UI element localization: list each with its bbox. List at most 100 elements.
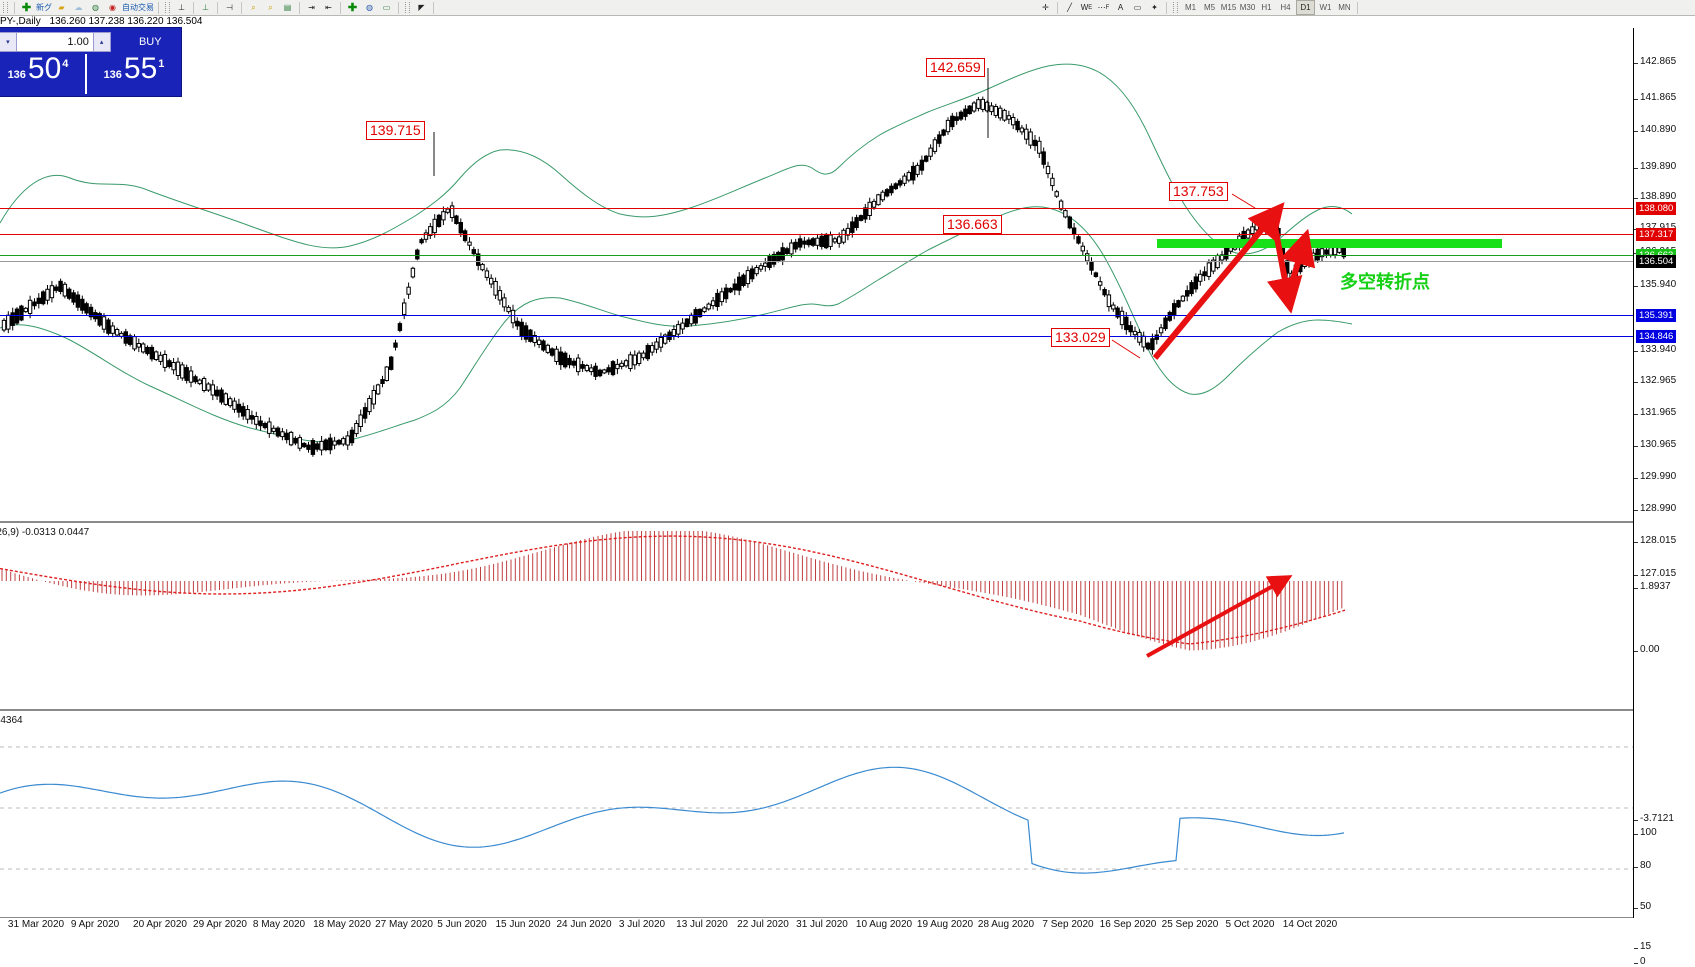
chinese-note-turning-point: 多空转折点 [1340,272,1430,293]
zoom-in-icon[interactable]: ⌕ [251,2,256,12]
new-chart-icon[interactable]: 新グ [36,3,52,12]
chart-grid-icon[interactable]: ▤ [283,3,292,12]
data-window-icon[interactable]: ◍ [92,3,99,12]
bid-price-point: 4 [62,58,69,70]
arrows-icon[interactable]: ✦ [1151,3,1158,12]
level-line-136-504 [0,261,1633,262]
price-tick: 133.940 [1634,344,1676,355]
toolbar-separator [1057,1,1058,14]
toolbar-separator [193,1,194,14]
main-toolbar[interactable]: ✚ 新グ ▰ ☁ ◍ ◉ 自动交易 ⊥ ⊥ ⊣ ⌕ ⌕ ▤ ⇥ ⇤ ✚ ◍ ▭ … [0,0,1695,16]
price-tick: 135.940 [1634,279,1676,290]
price-level-badge[interactable]: 134.846 [1636,330,1677,343]
timeframe-m30[interactable]: M30 [1239,3,1256,12]
date-tick: 10 Aug 2020 [855,919,913,930]
rsi-pane[interactable]: 9.4364 [0,713,1633,918]
toolbar-separator [14,1,15,14]
price-tick: 128.990 [1634,503,1676,514]
bid-price[interactable]: 136 50 4 [0,54,85,94]
chart-shift-icon[interactable]: ⇤ [325,3,332,12]
date-tick: 8 May 2020 [252,919,306,930]
date-tick: 5 Jun 2020 [437,919,487,930]
periods-icon[interactable]: ◍ [366,3,373,12]
timeframe-m1[interactable]: M1 [1184,3,1197,12]
date-tick: 16 Sep 2020 [1099,919,1157,930]
price-scale[interactable]: 142.865141.865140.890139.890138.890137.9… [1633,28,1695,967]
timeframe-h1[interactable]: H1 [1261,3,1272,12]
price-tag-137-753: 137.753 [1169,182,1228,201]
zoom-out-icon[interactable]: ⌕ [268,2,273,12]
date-tick: 14 Oct 2020 [1282,919,1338,930]
candle-chart-icon[interactable]: ⊥ [202,3,209,12]
price-level-badge[interactable]: 137.317 [1636,228,1677,241]
level-line-135-391 [0,315,1633,316]
date-tick: 20 Apr 2020 [133,919,187,930]
new-order-icon[interactable]: ✚ [21,2,32,14]
date-tick: 25 Sep 2020 [1161,919,1219,930]
toolbar-separator [398,1,399,14]
one-click-trade-panel[interactable]: ▾ 1.00 ▴ BUY 136 50 4 136 55 1 [0,27,182,97]
timeframe-mn[interactable]: MN [1338,3,1351,12]
chart-symbol-line: PY-,Daily 136.260 137.238 136.220 136.50… [0,16,202,28]
toolbar-separator [217,1,218,14]
volume-decrement-button[interactable]: ▾ [0,32,17,52]
timeframe-w1[interactable]: W1 [1319,3,1332,12]
auto-scroll-icon[interactable]: ⇥ [308,3,315,12]
timeframe-h4[interactable]: H4 [1280,3,1291,12]
templates-icon[interactable]: ▭ [382,3,391,12]
candlestick-series [1,96,1346,457]
price-pane[interactable]: 142.659 139.715 137.753 136.663 133.029 … [0,28,1633,523]
indicators-icon[interactable]: ✚ [347,2,358,14]
toolbar-separator [340,1,341,14]
navigator-icon[interactable]: ◉ [109,3,116,12]
chart-canvas[interactable]: 142.659 139.715 137.753 136.663 133.029 … [0,28,1633,918]
price-tick: 80 [1634,860,1651,871]
price-level-badge[interactable]: 138.080 [1636,202,1677,215]
market-watch-icon[interactable]: ☁ [74,3,83,12]
text-icon[interactable]: A [1117,3,1124,12]
price-tag-136-663: 136.663 [943,215,1002,234]
price-tick: 132.965 [1634,375,1676,386]
toolbar-grip[interactable] [165,2,170,13]
buy-button[interactable]: BUY [138,36,162,48]
timeframe-m5[interactable]: M5 [1203,3,1216,12]
price-level-badge[interactable]: 135.391 [1636,309,1677,322]
label-icon[interactable]: ▭ [1133,3,1142,12]
volume-increment-button[interactable]: ▴ [92,32,111,52]
level-line-138-080 [0,208,1633,209]
ask-price[interactable]: 136 55 1 [85,54,181,94]
rsi-label: 9.4364 [0,715,23,726]
toolbar-grip[interactable] [3,2,8,13]
level-line-136-663 [0,255,1633,256]
date-tick: 28 Aug 2020 [977,919,1035,930]
toolbar-grip[interactable] [1173,2,1178,13]
price-tag-133-029: 133.029 [1051,328,1110,347]
macd-plot [0,531,1346,658]
profiles-icon[interactable]: ▰ [58,3,65,12]
price-tick: 50 [1634,901,1651,912]
price-tick: 141.865 [1634,92,1676,103]
date-tick: 7 Sep 2020 [1042,919,1094,930]
line-chart-icon[interactable]: ⊣ [226,3,233,12]
price-level-badge[interactable]: 136.504 [1636,255,1677,268]
trend-arrows-overlay [1152,202,1316,360]
autotrading-icon[interactable]: 自动交易 [122,3,154,12]
bar-chart-icon[interactable]: ⊥ [178,3,185,12]
price-tick: 0.00 [1634,644,1659,655]
macd-pane[interactable]: 2,26,9) -0.0313 0.0447 [0,525,1633,711]
timeframe-d1[interactable]: D1 [1296,0,1315,15]
price-tag-139-715: 139.715 [366,121,425,140]
cursor-icon[interactable]: ◤ [418,3,425,12]
equidistant-icon[interactable]: ⋯ F [1097,3,1110,12]
price-tick: 127.015 [1634,568,1676,579]
crosshair-icon[interactable]: ✛ [1042,3,1049,12]
toolbar-grip[interactable] [405,2,410,13]
trendline-icon[interactable]: ╱ [1067,3,1072,12]
date-tick: 3 Jul 2020 [618,919,666,930]
rsi-plot [0,746,1633,874]
date-tick: 9 Apr 2020 [70,919,120,930]
volume-input[interactable]: 1.00 [16,32,93,52]
date-tick: 22 Jul 2020 [737,919,789,930]
timeframe-m15[interactable]: M15 [1220,3,1237,12]
